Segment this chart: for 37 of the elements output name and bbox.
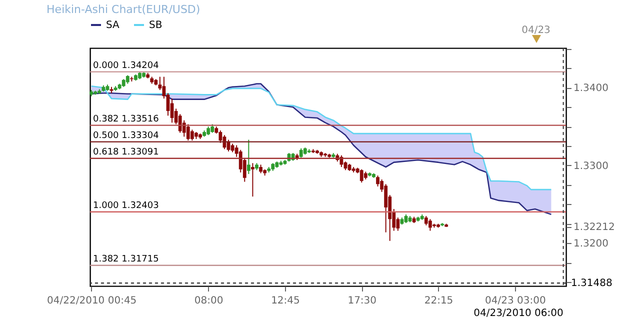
ref-line-label: 0.618 1.33091 [93, 147, 159, 158]
candlestick [428, 218, 432, 232]
legend-label: SA [106, 20, 120, 31]
ref-line-label: 0.382 1.33516 [93, 114, 160, 124]
y-tick-label: 1.32212 [574, 222, 615, 234]
text: 04/23 [522, 25, 550, 36]
legend-label: SB [149, 20, 162, 31]
candlestick [218, 130, 222, 144]
candlestick [190, 129, 194, 142]
y-tick-label: 1.3200 [574, 238, 608, 250]
ref-line-label: 04/23/2010 06:00 [474, 308, 564, 319]
x-tick-label: 17:30 [348, 296, 377, 306]
line-series [90, 85, 552, 190]
y-tick-label: 1.3400 [574, 83, 608, 94]
candlestick [246, 139, 250, 174]
ref-line-label: 1.31488 [571, 278, 612, 290]
candlestick [299, 148, 303, 158]
candlestick [182, 120, 186, 138]
x-tick-label: 04/22/2010 00:45 [47, 296, 137, 306]
ref-line-label: 1.382 1.31715 [93, 254, 159, 264]
x-tick-label: 04/23 03:00 [484, 296, 546, 306]
ref-line-label: 1.000 1.32403 [93, 200, 159, 211]
ref-line-label: 0.500 1.33304 [93, 130, 160, 141]
candlestick [178, 114, 182, 134]
candlestick [251, 162, 254, 198]
x-tick-label: 08:00 [194, 296, 224, 306]
ref-line-label: 0.000 1.34204 [93, 60, 160, 71]
x-tick-label: 22:15 [424, 296, 454, 306]
line-series [90, 83, 552, 216]
x-tick-label: 12:45 [271, 296, 300, 306]
y-tick-label: 1.3300 [574, 160, 608, 172]
candlestick [360, 168, 364, 184]
candlestick [376, 175, 380, 187]
candlestick [170, 98, 174, 124]
chart-title: Heikin-Ashi Chart(EUR/USD) [46, 3, 200, 16]
candlestick [186, 124, 190, 142]
candlestick [384, 184, 388, 233]
